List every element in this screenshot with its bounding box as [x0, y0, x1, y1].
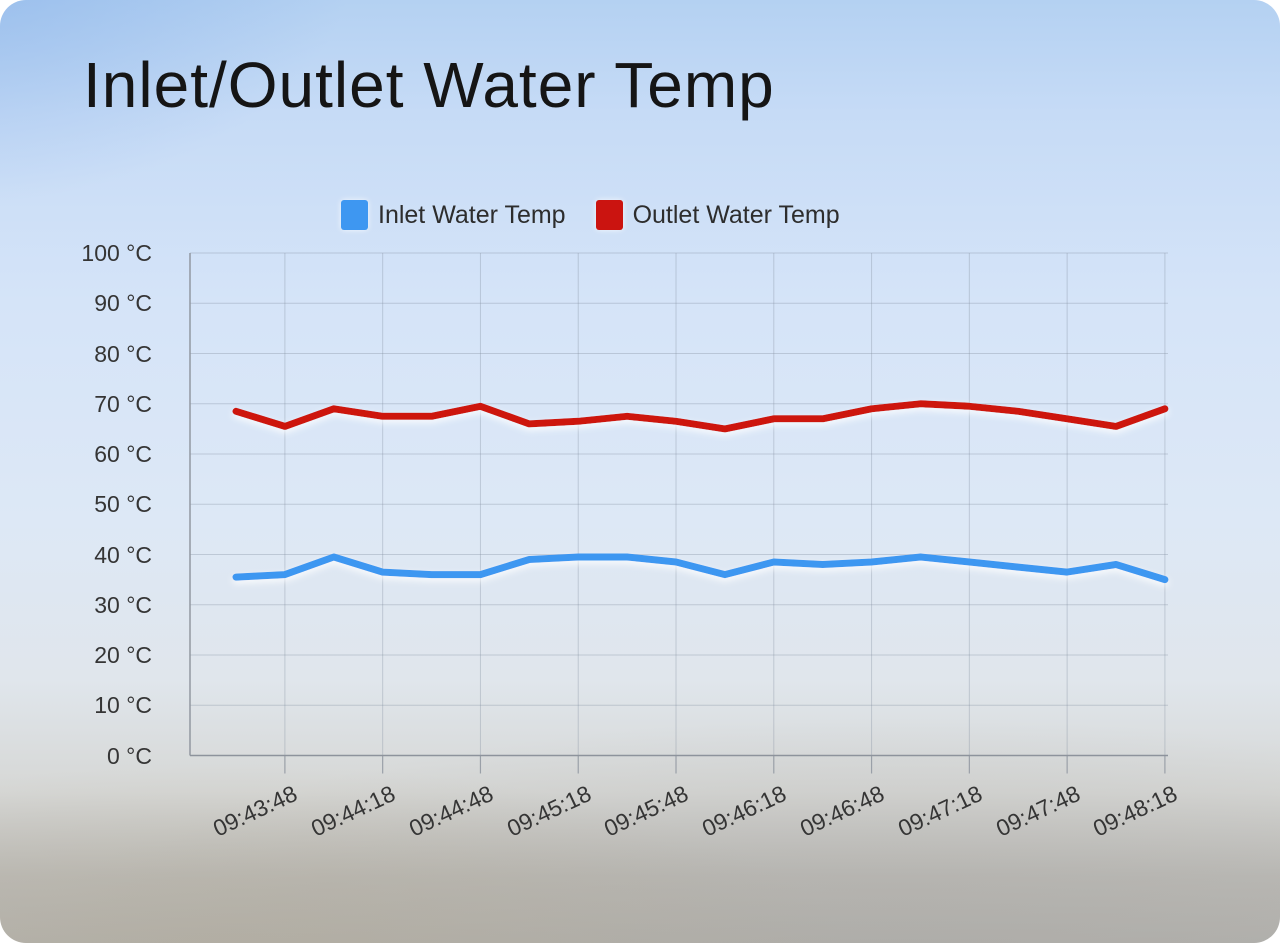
legend-swatch-icon: [595, 200, 623, 230]
series-line-inlet-water-temp[interactable]: [232, 553, 1169, 584]
y-axis-label: 20 °C: [94, 642, 152, 668]
y-axis-label: 80 °C: [94, 340, 152, 367]
y-axis-label: 60 °C: [94, 441, 152, 467]
legend-label: Inlet Water Temp: [378, 200, 566, 229]
y-axis-label: 50 °C: [94, 491, 152, 518]
legend-item-inlet-water-temp[interactable]: Inlet Water Temp: [341, 200, 566, 230]
y-axis-label: 100 °C: [81, 240, 152, 266]
series-line-outlet-water-temp[interactable]: [232, 400, 1169, 433]
legend-swatch-icon: [341, 200, 368, 230]
chart-legend: Inlet Water Temp Outlet Water Temp: [341, 200, 840, 230]
y-axis-label: 30 °C: [94, 591, 152, 618]
y-axis-label: 70 °C: [94, 390, 152, 417]
page-title: Inlet/Outlet Water Temp: [83, 49, 775, 121]
y-axis-label: 10 °C: [94, 692, 152, 719]
legend-label: Outlet Water Temp: [632, 200, 840, 229]
y-axis-label: 40 °C: [94, 541, 152, 568]
legend-item-outlet-water-temp[interactable]: Outlet Water Temp: [595, 200, 840, 230]
y-axis-label: 0 °C: [107, 742, 152, 769]
y-axis-label: 90 °C: [94, 290, 152, 317]
